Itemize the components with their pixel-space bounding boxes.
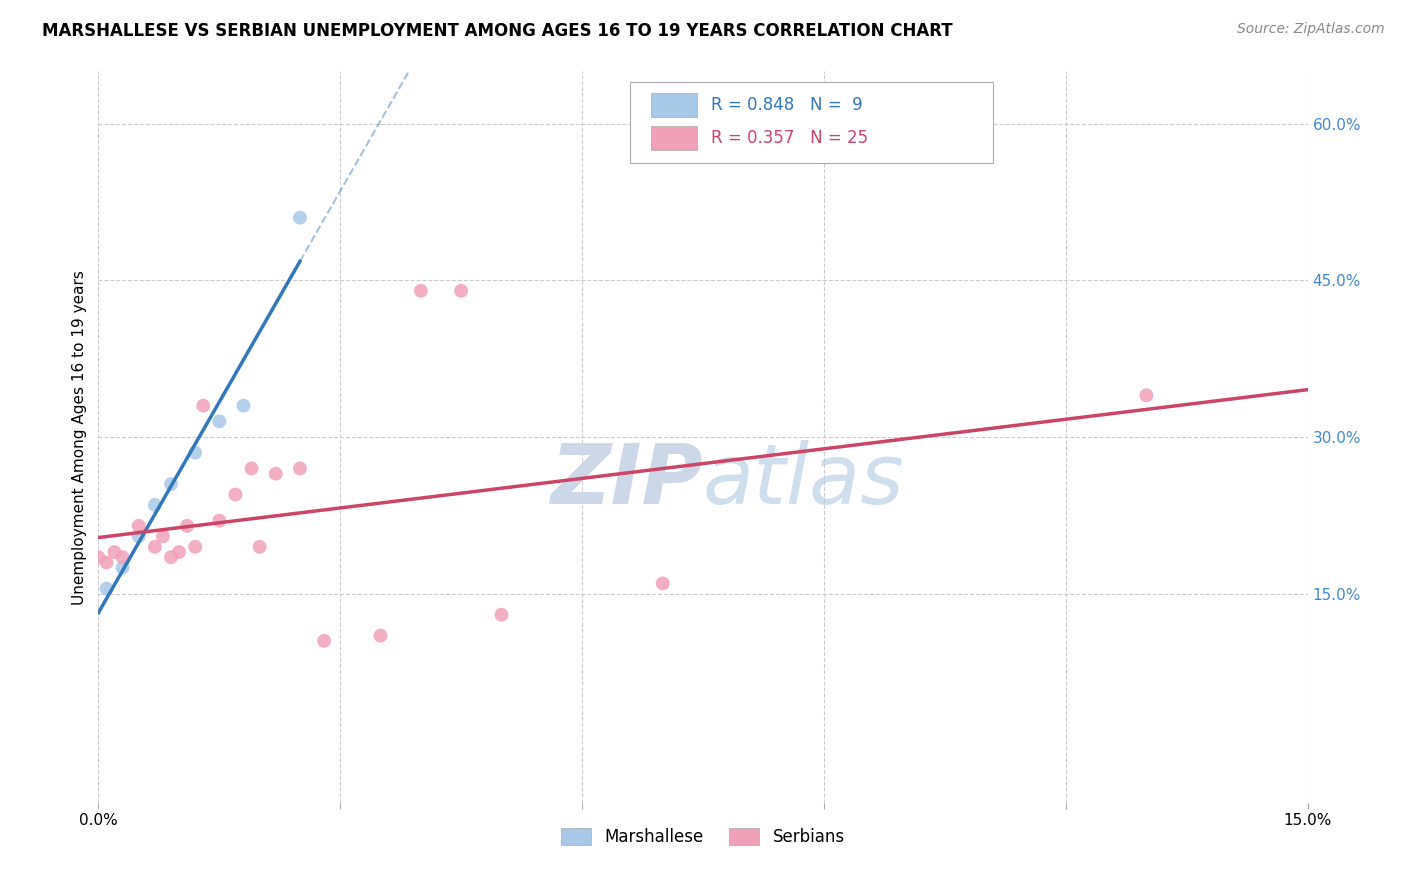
Text: Source: ZipAtlas.com: Source: ZipAtlas.com <box>1237 22 1385 37</box>
Point <box>111 550 134 565</box>
Point <box>184 540 207 554</box>
Point <box>160 550 183 565</box>
FancyBboxPatch shape <box>651 94 697 118</box>
Text: R = 0.357   N = 25: R = 0.357 N = 25 <box>711 129 869 147</box>
Point <box>96 556 118 570</box>
Text: atlas: atlas <box>703 441 904 522</box>
Point <box>96 582 118 596</box>
Point <box>143 498 166 512</box>
Point <box>288 461 311 475</box>
Point <box>240 461 263 475</box>
Point <box>314 633 336 648</box>
Point <box>409 284 432 298</box>
Point <box>167 545 190 559</box>
Point <box>143 540 166 554</box>
Point <box>1135 388 1157 402</box>
Point <box>184 446 207 460</box>
Point <box>224 487 246 501</box>
Point <box>152 529 174 543</box>
Point <box>232 399 254 413</box>
Point <box>128 519 150 533</box>
Point <box>111 560 134 574</box>
Point <box>87 550 110 565</box>
FancyBboxPatch shape <box>651 126 697 151</box>
Point <box>208 514 231 528</box>
Point <box>491 607 513 622</box>
Point <box>651 576 673 591</box>
Point <box>193 399 215 413</box>
Point <box>103 545 125 559</box>
Y-axis label: Unemployment Among Ages 16 to 19 years: Unemployment Among Ages 16 to 19 years <box>72 269 87 605</box>
Point <box>264 467 287 481</box>
Point <box>128 529 150 543</box>
Text: ZIP: ZIP <box>550 441 703 522</box>
Point <box>450 284 472 298</box>
Text: R = 0.848   N =  9: R = 0.848 N = 9 <box>711 96 863 114</box>
Point <box>176 519 198 533</box>
Point <box>288 211 311 225</box>
Point <box>208 414 231 428</box>
Legend: Marshallese, Serbians: Marshallese, Serbians <box>555 822 851 853</box>
FancyBboxPatch shape <box>630 82 993 163</box>
Point <box>249 540 271 554</box>
Point <box>370 629 392 643</box>
Point <box>160 477 183 491</box>
Text: MARSHALLESE VS SERBIAN UNEMPLOYMENT AMONG AGES 16 TO 19 YEARS CORRELATION CHART: MARSHALLESE VS SERBIAN UNEMPLOYMENT AMON… <box>42 22 953 40</box>
